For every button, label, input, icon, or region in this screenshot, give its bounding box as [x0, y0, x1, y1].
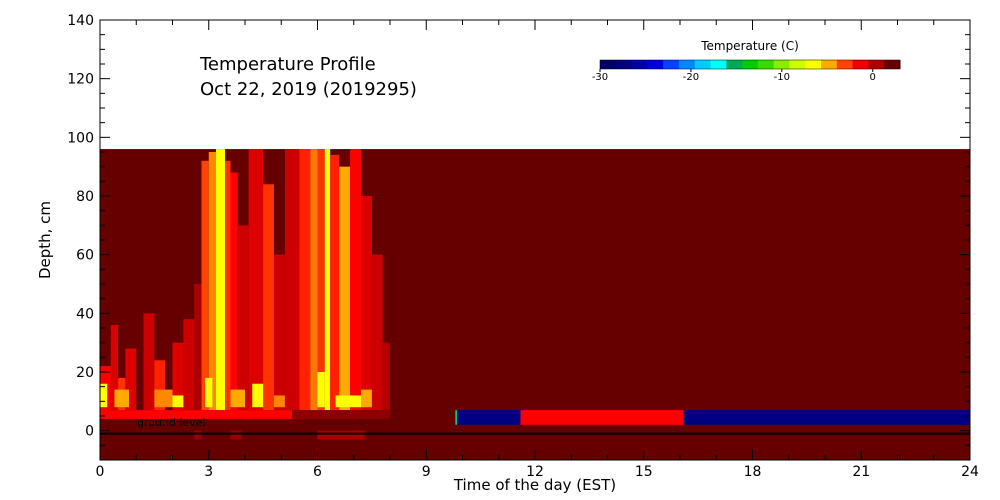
- heatmap-hotspot-5: [230, 389, 245, 408]
- colorbar-tick-label: 0: [870, 72, 876, 83]
- x-tick-label: 12: [526, 464, 544, 480]
- chart-subtitle: Oct 22, 2019 (2019295): [200, 79, 417, 100]
- heatmap-column-5: [154, 360, 166, 411]
- heatmap-region-2: [455, 410, 458, 425]
- heatmap-region-4: [520, 410, 684, 425]
- x-tick-label: 9: [422, 464, 431, 480]
- heatmap-column-17: [274, 254, 285, 411]
- colorbar-swatch-16: [852, 60, 869, 69]
- colorbar-swatch-12: [789, 60, 806, 69]
- heatmap-hotspot-10: [361, 389, 372, 408]
- colorbar-title: Temperature (C): [700, 39, 799, 53]
- colorbar-swatch-4: [663, 60, 680, 69]
- colorbar-swatch-8: [726, 60, 743, 69]
- heatmap-column-25: [350, 149, 361, 411]
- colorbar-swatch-2: [631, 60, 648, 69]
- x-tick-label: 3: [204, 464, 213, 480]
- heatmap-column-21: [317, 149, 325, 411]
- heatmap-column-20: [310, 149, 318, 411]
- y-tick-label: 80: [76, 189, 94, 205]
- heatmap-column-1: [110, 325, 119, 411]
- x-tick-label: 0: [96, 464, 105, 480]
- colorbar: -30 -20 -10 0: [592, 59, 901, 83]
- colorbar-swatch-18: [884, 60, 901, 69]
- heatmap-hotspot-8: [317, 372, 325, 408]
- heatmap-hotspot-7: [274, 395, 285, 408]
- colorbar-swatch-15: [836, 60, 854, 69]
- colorbar-swatch-0: [600, 60, 617, 69]
- heatmap-column-27: [371, 254, 383, 411]
- heatmap-column-9: [201, 160, 209, 411]
- heatmap-column-7: [183, 319, 195, 411]
- heatmap-column-10: [208, 152, 216, 411]
- colorbar-tick-label: -10: [774, 72, 790, 83]
- heatmap-subsurface-0: [194, 430, 202, 440]
- ground-level-annotation: ground level: [137, 416, 206, 429]
- colorbar-swatch-10: [757, 60, 775, 69]
- colorbar-swatch-17: [868, 60, 885, 69]
- y-tick-label: 120: [67, 72, 94, 88]
- heatmap-subsurface-2: [317, 430, 365, 440]
- colorbar-tick-label: -20: [683, 72, 699, 83]
- heatmap-hotspot-2: [154, 389, 173, 408]
- heatmap-column-26: [361, 196, 372, 411]
- y-tick-label: 20: [76, 365, 94, 381]
- heatmap-hotspot-0: [100, 383, 108, 408]
- x-tick-label: 6: [313, 464, 322, 480]
- y-tick-label: 0: [85, 424, 94, 440]
- heatmap-hotspot-3: [172, 395, 184, 408]
- heatmap-column-24: [339, 166, 351, 411]
- colorbar-swatch-5: [678, 60, 696, 69]
- heatmap-column-15: [248, 149, 264, 411]
- heatmap-hotspot-4: [205, 377, 213, 408]
- heatmap-hotspot-1: [114, 389, 129, 408]
- heatmap-column-23: [330, 154, 340, 411]
- y-tick-label: 140: [67, 13, 94, 29]
- heatmap-column-19: [299, 149, 311, 411]
- x-tick-label: 21: [852, 464, 870, 480]
- colorbar-swatch-14: [821, 60, 838, 69]
- x-tick-label: 24: [961, 464, 979, 480]
- y-tick-label: 40: [76, 306, 94, 322]
- colorbar-swatch-3: [647, 60, 664, 69]
- colorbar-swatch-6: [694, 60, 712, 69]
- heatmap-cells: [100, 149, 970, 461]
- heatmap-column-3: [125, 348, 137, 411]
- heatmap-column-28: [382, 342, 390, 411]
- x-tick-label: 18: [744, 464, 762, 480]
- y-axis-label: Depth, cm: [36, 201, 54, 279]
- heatmap-column-18: [284, 149, 300, 411]
- x-axis-label: Time of the day (EST): [453, 476, 616, 494]
- heatmap-column-16: [263, 184, 274, 411]
- x-tick-label: 15: [635, 464, 653, 480]
- colorbar-swatch-11: [773, 60, 790, 69]
- heatmap-region-1: [292, 410, 390, 419]
- heatmap-subsurface-1: [230, 430, 242, 440]
- heatmap-column-4: [143, 313, 155, 411]
- heatmap-region-0: [100, 410, 293, 419]
- heatmap-column-22: [324, 149, 331, 411]
- y-tick-label: 60: [76, 248, 94, 264]
- heatmap-region-3: [457, 410, 521, 425]
- y-tick-label: 100: [67, 130, 94, 146]
- heatmap-column-11: [216, 149, 226, 411]
- heatmap-column-8: [194, 284, 202, 411]
- colorbar-swatch-13: [805, 60, 822, 69]
- heatmap-column-14: [237, 225, 249, 411]
- colorbar-frame: [599, 59, 901, 70]
- colorbar-swatch-1: [615, 60, 633, 69]
- heatmap-column-6: [172, 342, 184, 411]
- heatmap-region-5: [683, 410, 970, 425]
- colorbar-tick-label: -30: [592, 72, 608, 83]
- colorbar-swatch-9: [742, 60, 759, 69]
- heatmap-hotspot-9: [335, 395, 361, 408]
- axes: 0 3 6 9 12 15 18 21 24 0 20 40 60 80 100 120 140: [67, 13, 979, 480]
- heatmap-column-13: [230, 172, 238, 411]
- heatmap-column-12: [225, 160, 231, 411]
- heatmap-hotspot-6: [252, 383, 264, 408]
- colorbar-swatch-7: [710, 60, 727, 69]
- chart-title: Temperature Profile: [199, 54, 376, 75]
